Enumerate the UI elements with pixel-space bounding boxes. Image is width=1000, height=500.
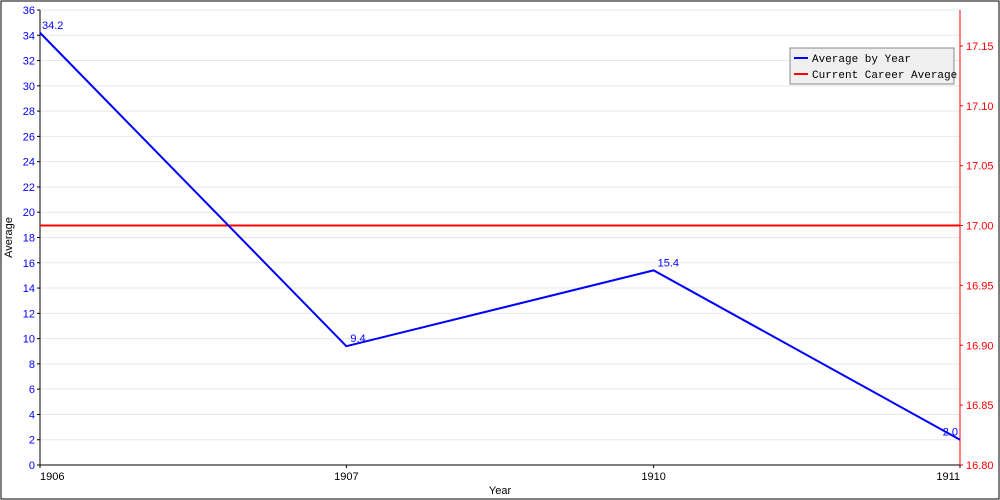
svg-text:26: 26 (23, 131, 35, 143)
svg-text:20: 20 (23, 207, 35, 219)
svg-text:Current Career Average: Current Career Average (812, 70, 957, 82)
svg-text:Average: Average (3, 217, 15, 258)
svg-text:4: 4 (29, 409, 35, 421)
svg-text:17.05: 17.05 (966, 161, 994, 173)
svg-text:0: 0 (29, 460, 35, 472)
svg-text:34: 34 (23, 30, 35, 42)
svg-text:16.90: 16.90 (966, 340, 994, 352)
svg-text:10: 10 (23, 334, 35, 346)
svg-text:16.85: 16.85 (966, 400, 994, 412)
svg-text:6: 6 (29, 384, 35, 396)
svg-text:34.2: 34.2 (42, 20, 63, 32)
svg-text:Year: Year (489, 485, 512, 497)
svg-text:16.95: 16.95 (966, 280, 994, 292)
svg-text:32: 32 (23, 56, 35, 68)
svg-text:28: 28 (23, 106, 35, 118)
svg-text:8: 8 (29, 359, 35, 371)
svg-text:12: 12 (23, 308, 35, 320)
svg-text:14: 14 (23, 283, 35, 295)
chart-container: 02468101214161820222426283032343616.8016… (0, 0, 1000, 500)
svg-text:17.10: 17.10 (966, 101, 994, 113)
svg-text:1911: 1911 (936, 471, 960, 483)
svg-text:16: 16 (23, 258, 35, 270)
svg-text:18: 18 (23, 233, 35, 245)
svg-text:1910: 1910 (641, 471, 665, 483)
svg-text:2.0: 2.0 (943, 427, 958, 439)
svg-text:24: 24 (23, 157, 35, 169)
svg-text:2: 2 (29, 435, 35, 447)
svg-text:17.00: 17.00 (966, 221, 994, 233)
svg-text:30: 30 (23, 81, 35, 93)
svg-text:16.80: 16.80 (966, 460, 994, 472)
svg-text:36: 36 (23, 5, 35, 17)
svg-text:1906: 1906 (40, 471, 64, 483)
svg-text:15.4: 15.4 (658, 257, 679, 269)
svg-text:9.4: 9.4 (350, 333, 365, 345)
line-chart: 02468101214161820222426283032343616.8016… (0, 0, 1000, 500)
svg-text:17.15: 17.15 (966, 41, 994, 53)
svg-text:1907: 1907 (334, 471, 358, 483)
svg-text:22: 22 (23, 182, 35, 194)
svg-text:Average by Year: Average by Year (812, 54, 911, 66)
